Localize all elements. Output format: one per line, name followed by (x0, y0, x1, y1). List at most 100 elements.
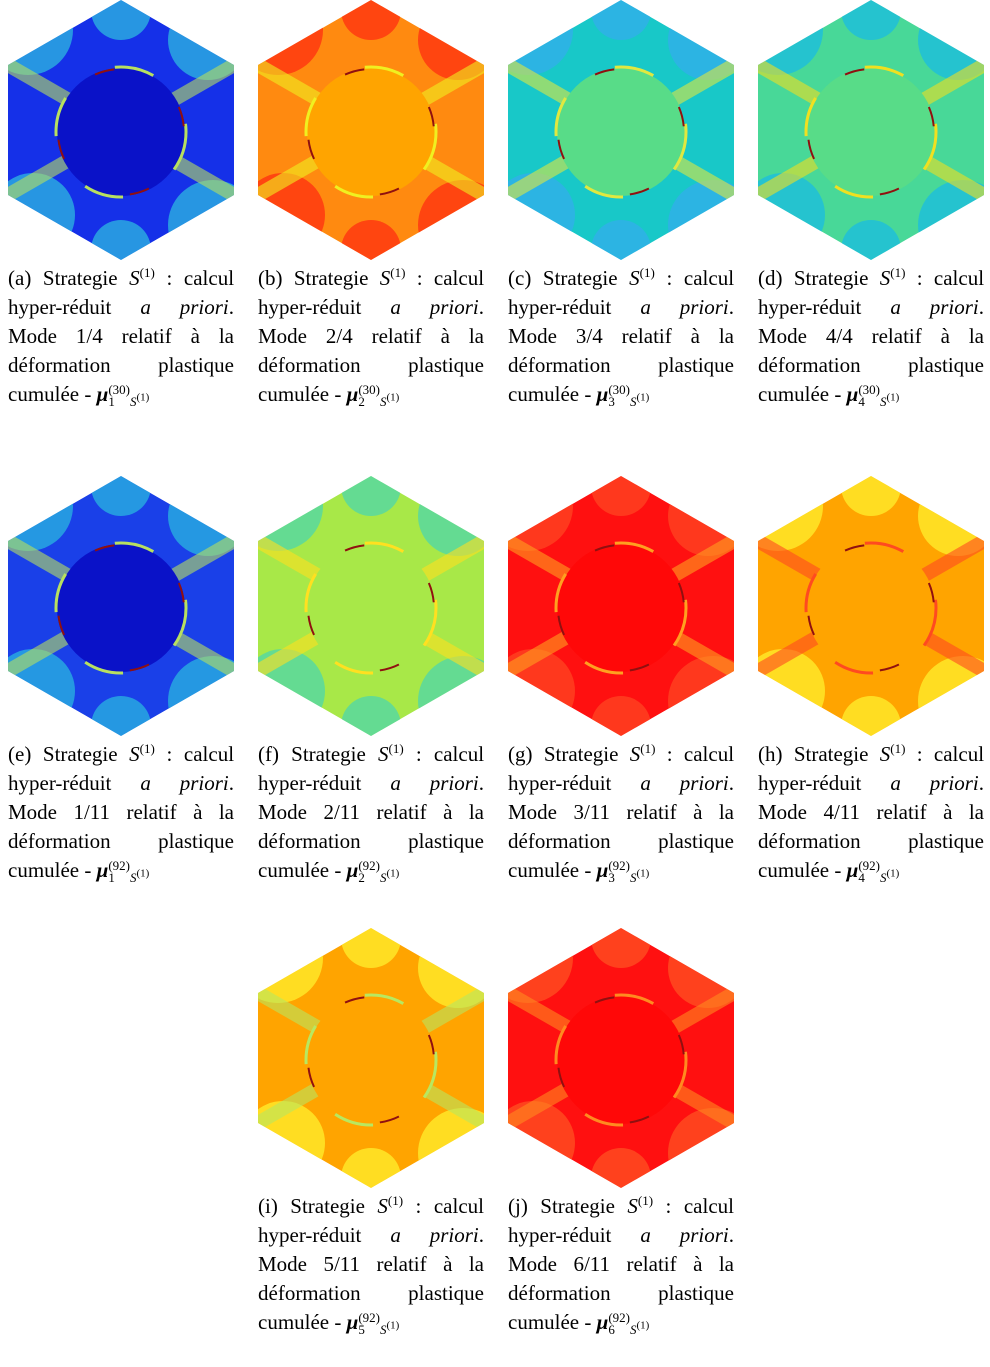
caption-part: 3 (608, 870, 615, 886)
caption-part: : (916, 742, 923, 766)
subfigure: (e) Strategie S(1) : calcul hyper-réduit… (8, 476, 234, 885)
caption-part: (a) (8, 266, 32, 290)
caption-part: S (129, 870, 137, 886)
caption-part: (h) (758, 742, 783, 766)
mode-image (258, 0, 484, 260)
field (758, 476, 984, 736)
caption-part: (1) (136, 867, 150, 880)
caption-part: 1 (108, 870, 115, 886)
caption-part: . Mode 4/4 relatif à la déformation plas… (758, 295, 985, 406)
field (8, 476, 234, 736)
caption-part: calcul hyper-réduit (508, 266, 735, 319)
mode-image (758, 0, 984, 260)
caption-part: μ (346, 382, 359, 406)
mode-image (258, 476, 484, 736)
caption-part: a priori (640, 1223, 729, 1247)
caption-part: 4 (858, 870, 865, 886)
caption: (c) Strategie S(1) : calcul hyper-réduit… (508, 264, 734, 409)
caption-part: : (416, 266, 423, 290)
mu-indices: (92) 3 (608, 859, 630, 886)
caption-part: (30) (608, 382, 630, 398)
field (758, 0, 984, 260)
blob (591, 220, 651, 260)
mu-indices: (92) 5 (358, 1311, 380, 1336)
mode-image (758, 476, 984, 736)
caption-part: 2 (358, 394, 365, 410)
caption-part: (d) (758, 266, 783, 290)
blob (841, 0, 901, 40)
caption-part: S (629, 394, 637, 410)
field (508, 476, 734, 736)
caption-part: (1) (387, 1193, 404, 1208)
blob (841, 220, 901, 260)
blob (341, 220, 401, 260)
mu-index: S(1) (630, 867, 650, 885)
blob (841, 476, 901, 516)
caption-part: S (377, 1194, 388, 1218)
caption-part: μ (96, 858, 109, 882)
caption-part: (1) (637, 1193, 654, 1208)
caption-part: (j) (508, 1194, 528, 1218)
caption-part: S (879, 742, 891, 766)
mu-index: S(1) (129, 392, 149, 410)
caption-part: (1) (388, 741, 404, 756)
caption-part: (92) (358, 858, 380, 874)
caption-part: (1) (386, 867, 400, 880)
mu-index: S(1) (380, 1319, 400, 1337)
caption-part: μ (96, 382, 109, 406)
caption-part: Strategie (42, 742, 118, 766)
caption: (e) Strategie S(1) : calcul hyper-réduit… (8, 740, 234, 885)
subfigure: (h) Strategie S(1) : calcul hyper-réduit… (758, 476, 984, 885)
interface (54, 65, 188, 199)
caption-part: a priori (390, 771, 479, 795)
caption-part: Strategie (793, 266, 869, 290)
caption: (i) Strategie S(1) : calcul hyper-réduit… (258, 1192, 484, 1337)
caption-part: (i) (258, 1194, 278, 1218)
caption-part: : (166, 742, 173, 766)
mu-index: S(1) (380, 867, 400, 885)
caption-part: S (378, 742, 389, 766)
caption-part: Strategie (293, 266, 369, 290)
interface (54, 541, 188, 675)
caption-part: (1) (386, 1319, 400, 1332)
blob (591, 476, 651, 516)
caption-part: (1) (636, 1319, 650, 1332)
caption-part: a priori (390, 1223, 479, 1247)
caption-part: (1) (636, 867, 650, 880)
caption-part: 4 (858, 394, 865, 410)
caption: (b) Strategie S(1) : calcul hyper-réduit… (258, 264, 484, 409)
mode-image (508, 928, 734, 1188)
interface (554, 65, 688, 199)
caption-part: μ (846, 858, 859, 882)
inclusion (307, 996, 435, 1124)
caption-part: Strategie (290, 1194, 365, 1218)
caption-part: calcul hyper-réduit (508, 1194, 734, 1247)
caption-part: a priori (640, 771, 729, 795)
caption-part: (30) (108, 382, 130, 398)
inclusion (57, 68, 185, 196)
mu-indices: (92) 1 (108, 859, 130, 886)
caption-part: (g) (508, 742, 533, 766)
blob (341, 696, 401, 736)
caption-part: S (129, 266, 140, 290)
caption-part: : (665, 1194, 672, 1218)
blob (341, 476, 401, 516)
caption-part: a priori (140, 295, 229, 319)
inclusion (57, 544, 185, 672)
caption-part: S (879, 870, 887, 886)
caption-part: S (629, 742, 641, 766)
field (258, 0, 484, 260)
mu-indices: (92) 2 (358, 858, 380, 884)
subfigure: (g) Strategie S(1) : calcul hyper-réduit… (508, 476, 734, 885)
blob (341, 1148, 401, 1188)
caption-part: μ (846, 382, 859, 406)
subfigure: (c) Strategie S(1) : calcul hyper-réduit… (508, 0, 734, 409)
interface (304, 993, 438, 1127)
caption-part: (92) (608, 1310, 630, 1326)
caption-part: calcul hyper-réduit (758, 266, 985, 319)
caption-part: a priori (890, 771, 979, 795)
caption-part: a priori (890, 295, 979, 319)
interface (804, 65, 938, 199)
mode-image (508, 476, 734, 736)
caption-part: S (129, 394, 137, 410)
